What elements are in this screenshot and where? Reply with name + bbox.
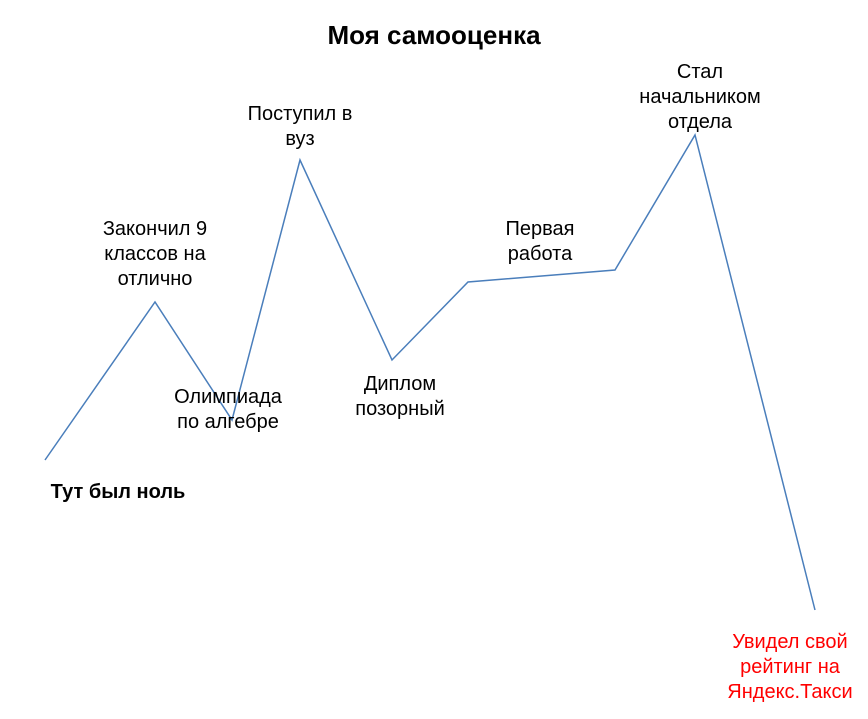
label-zero: Тут был ноль <box>51 480 186 505</box>
label-diploma: Дипломпозорный <box>355 372 445 422</box>
label-yandex-taxi: Увидел свойрейтинг наЯндекс.Такси <box>727 630 852 705</box>
label-boss: Сталначальникомотдела <box>639 60 760 135</box>
label-nine-classes: Закончил 9классов наотлично <box>103 217 207 292</box>
label-olympiad: Олимпиадапо алгебре <box>174 385 282 435</box>
label-first-job: Перваяработа <box>506 217 575 267</box>
label-entered-uni: Поступил ввуз <box>248 102 353 152</box>
